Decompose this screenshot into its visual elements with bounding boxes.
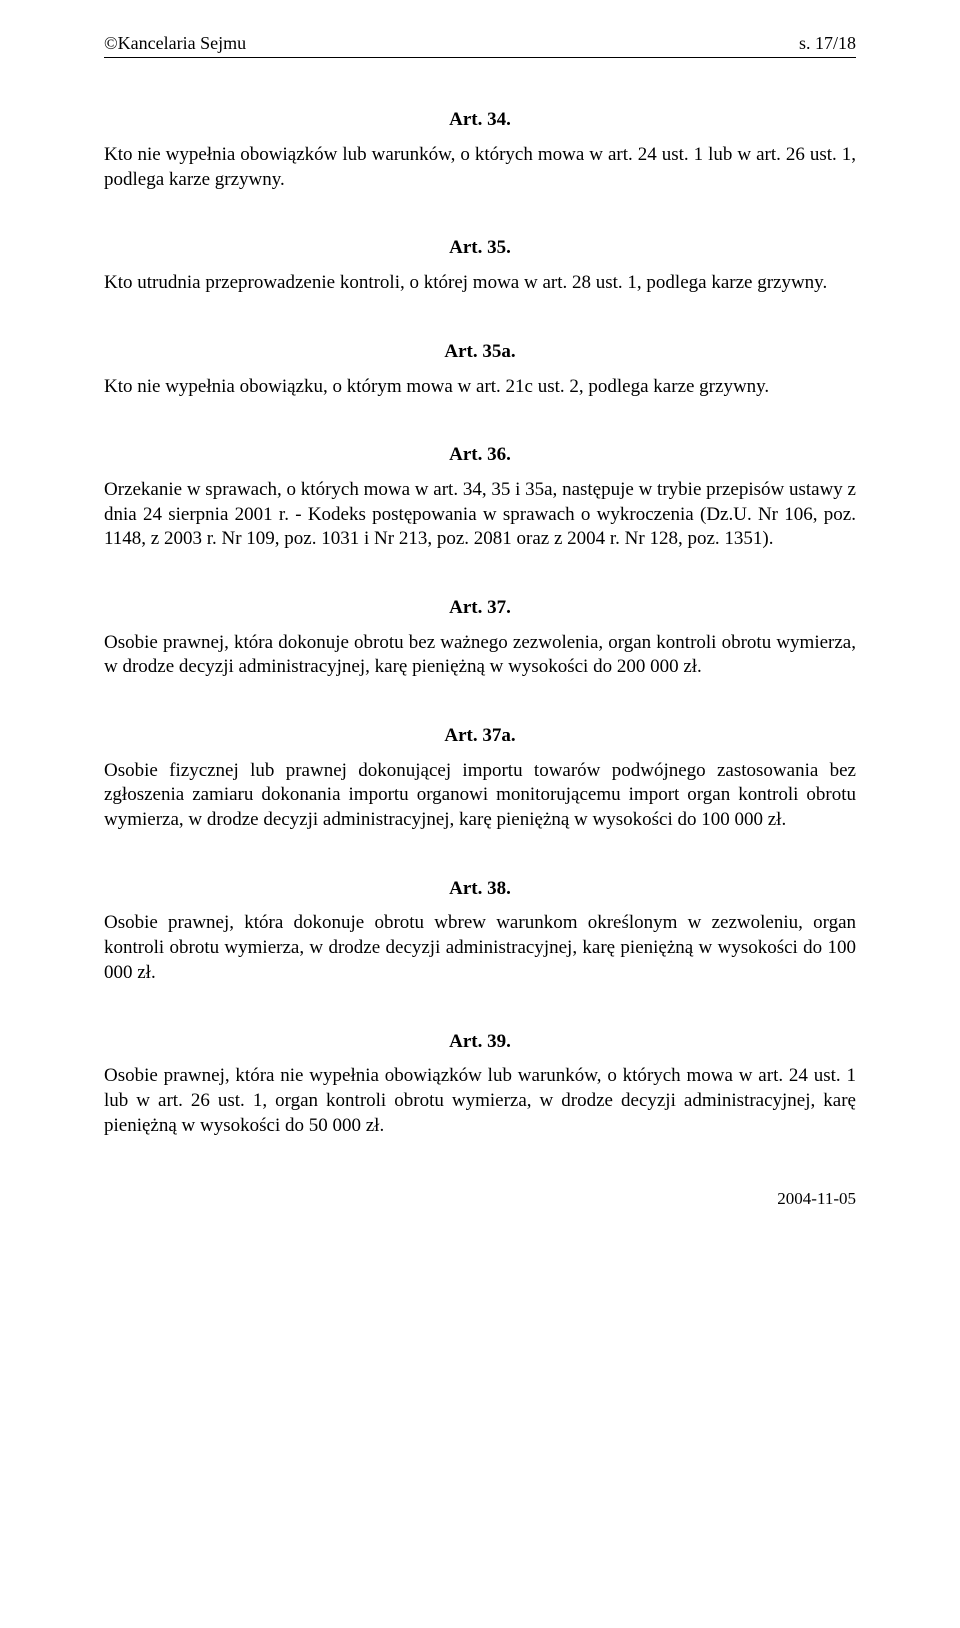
article-heading: Art. 35.: [104, 236, 856, 261]
article-37a: Art. 37a. Osobie fizycznej lub prawnej d…: [104, 724, 856, 833]
footer-date: 2004-11-05: [104, 1188, 856, 1210]
article-34: Art. 34. Kto nie wypełnia obowiązków lub…: [104, 108, 856, 192]
article-heading: Art. 35a.: [104, 340, 856, 365]
article-heading: Art. 37.: [104, 596, 856, 621]
article-37: Art. 37. Osobie prawnej, która dokonuje …: [104, 596, 856, 680]
article-body: Kto nie wypełnia obowiązków lub warunków…: [104, 143, 856, 192]
page-header: ©Kancelaria Sejmu s. 17/18: [104, 32, 856, 57]
article-36: Art. 36. Orzekanie w sprawach, o których…: [104, 443, 856, 552]
article-body: Orzekanie w sprawach, o których mowa w a…: [104, 478, 856, 552]
article-39: Art. 39. Osobie prawnej, która nie wypeł…: [104, 1030, 856, 1139]
article-38: Art. 38. Osobie prawnej, która dokonuje …: [104, 877, 856, 986]
header-right: s. 17/18: [799, 32, 856, 55]
article-heading: Art. 39.: [104, 1030, 856, 1055]
article-heading: Art. 34.: [104, 108, 856, 133]
article-35: Art. 35. Kto utrudnia przeprowadzenie ko…: [104, 236, 856, 295]
article-heading: Art. 37a.: [104, 724, 856, 749]
article-body: Osobie fizycznej lub prawnej dokonującej…: [104, 759, 856, 833]
header-rule: [104, 57, 856, 58]
header-left: ©Kancelaria Sejmu: [104, 32, 246, 55]
article-body: Osobie prawnej, która dokonuje obrotu be…: [104, 631, 856, 680]
article-body: Osobie prawnej, która nie wypełnia obowi…: [104, 1064, 856, 1138]
article-body: Kto utrudnia przeprowadzenie kontroli, o…: [104, 271, 856, 296]
article-35a: Art. 35a. Kto nie wypełnia obowiązku, o …: [104, 340, 856, 399]
article-heading: Art. 38.: [104, 877, 856, 902]
article-body: Osobie prawnej, która dokonuje obrotu wb…: [104, 911, 856, 985]
article-body: Kto nie wypełnia obowiązku, o którym mow…: [104, 375, 856, 400]
article-heading: Art. 36.: [104, 443, 856, 468]
